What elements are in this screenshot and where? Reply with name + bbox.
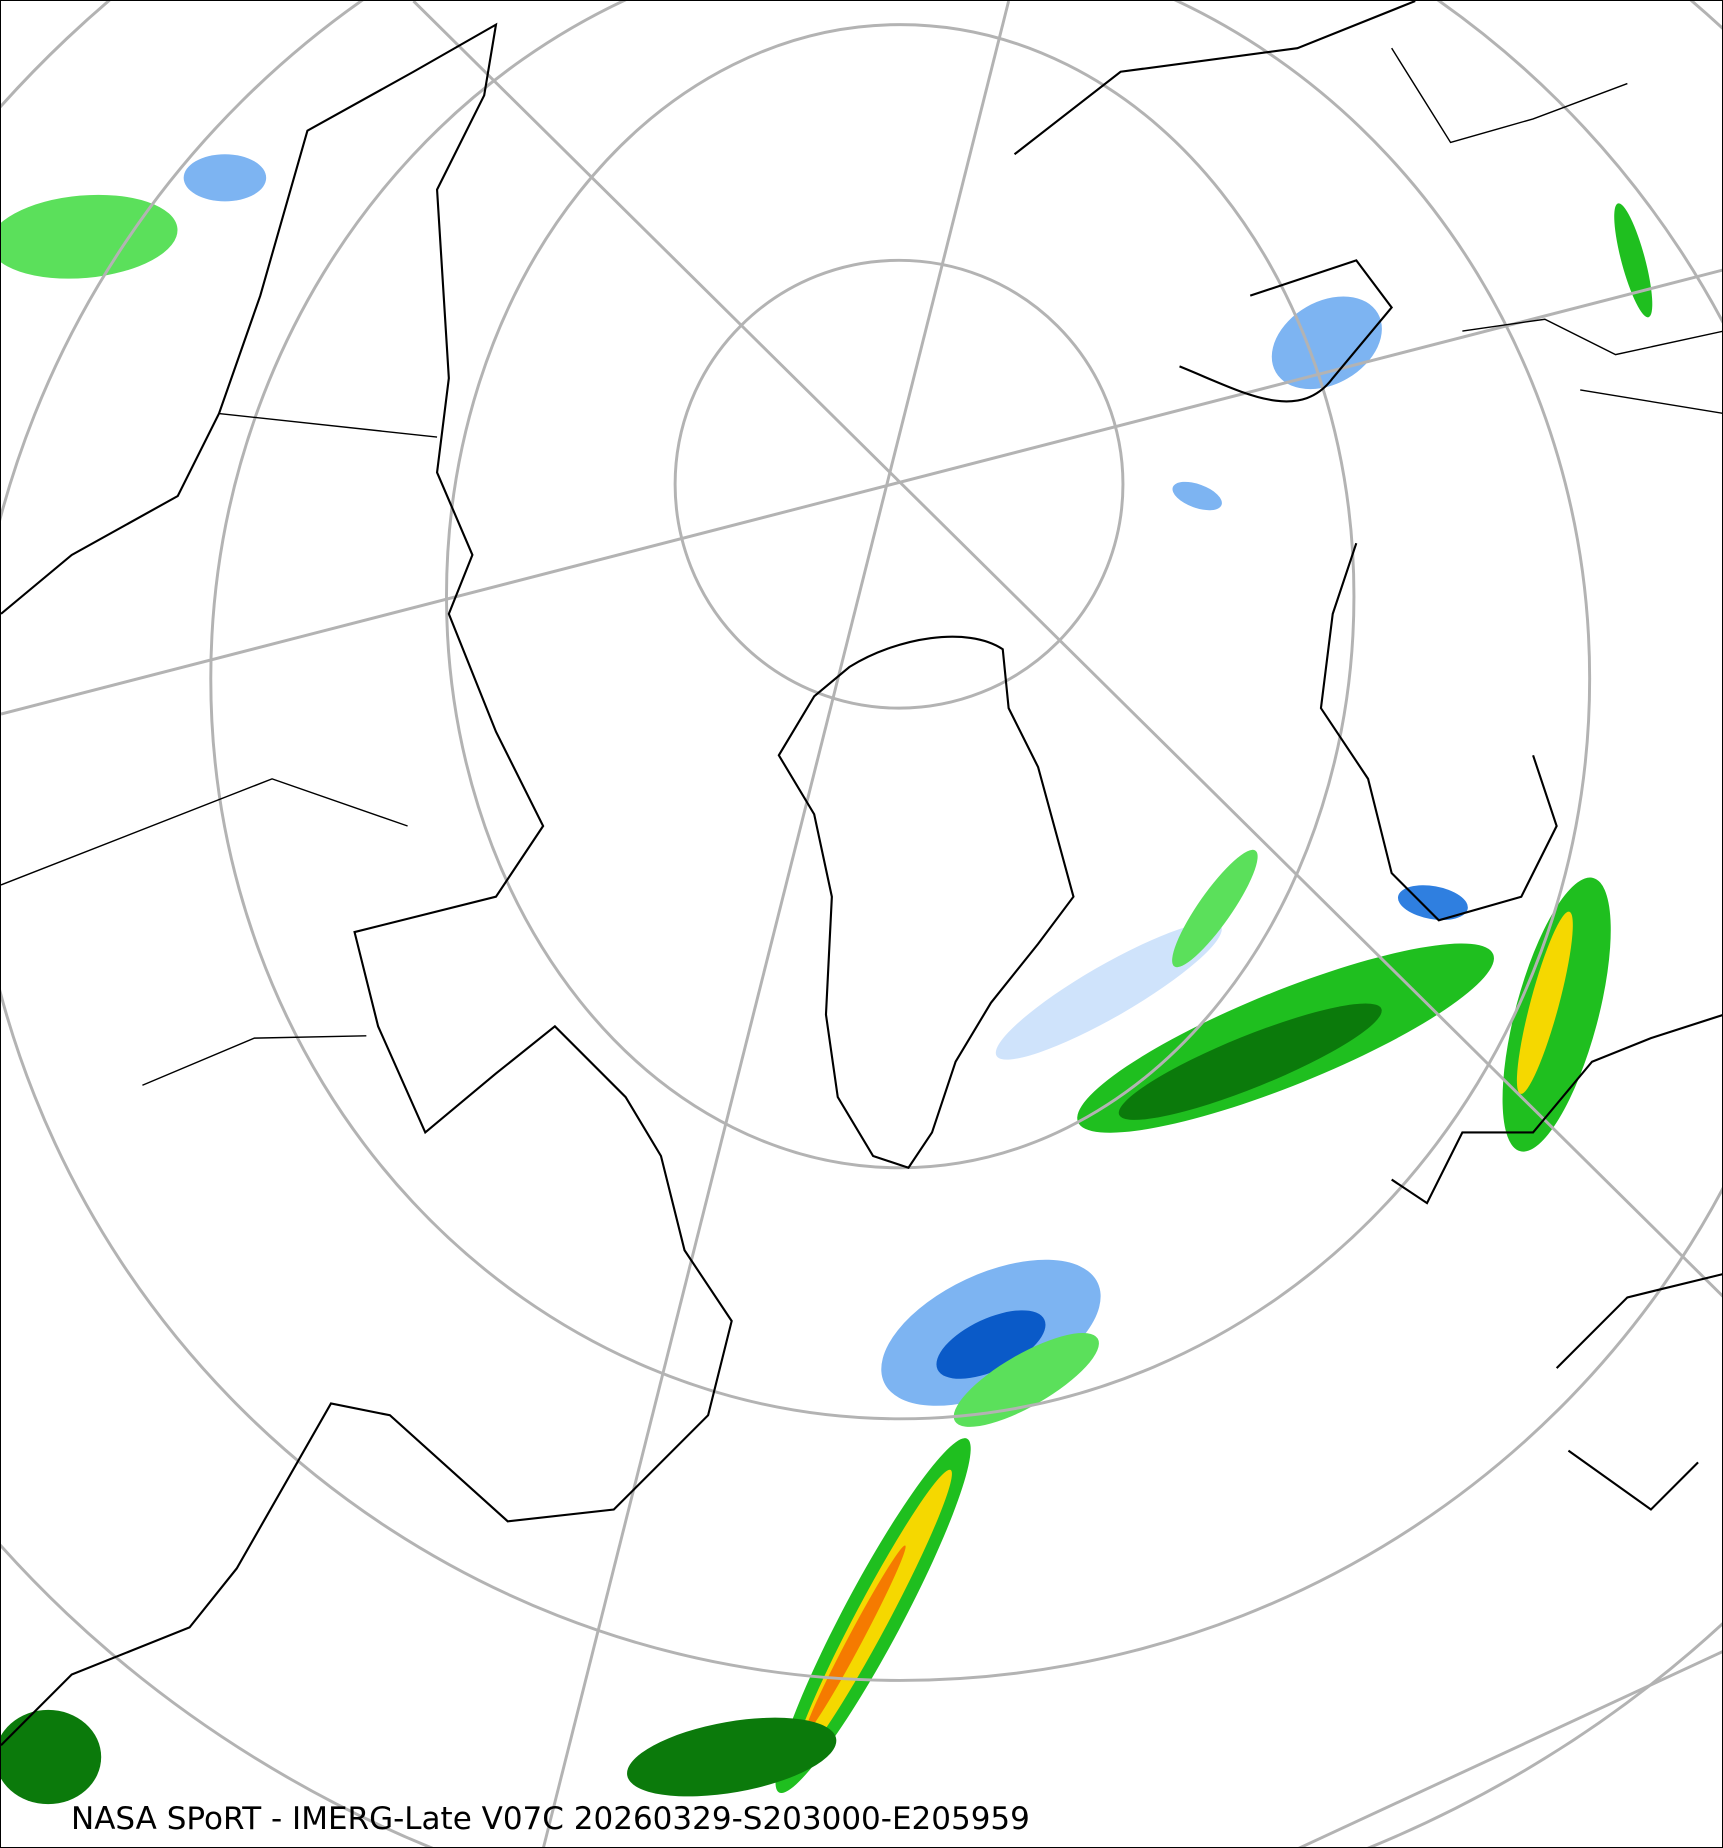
north-america-coast (1, 22, 733, 1747)
greenland-coast (777, 635, 1075, 1170)
country-borders (1, 47, 1722, 1086)
snow-area (1271, 296, 1382, 390)
latitude-circle (1, 1, 1722, 1682)
latitude-circle (673, 258, 1125, 710)
meridian (1, 268, 1722, 716)
snow-area (183, 154, 267, 202)
rain-area (1502, 877, 1611, 1152)
rain-area (953, 1332, 1099, 1427)
precipitation-layer (1, 154, 1653, 1805)
snow-area (1172, 481, 1222, 511)
meridian (542, 1, 1011, 1847)
latitude-circle (445, 23, 1356, 1170)
eurasia-coast (1013, 1, 1722, 1511)
meridian (412, 1, 1722, 1298)
snow-area (936, 1310, 1046, 1379)
meridian (1298, 1650, 1722, 1847)
rain-area (1118, 1003, 1382, 1120)
snow-area (1397, 885, 1468, 920)
rain-area (627, 1717, 837, 1797)
rain-area (1516, 911, 1573, 1094)
coastlines (1, 1, 1722, 1747)
rain-area (1172, 849, 1258, 968)
rain-area (1, 1709, 102, 1805)
map-caption: NASA SPoRT - IMERG-Late V07C 20260329-S2… (71, 1801, 1030, 1837)
latitude-circle (209, 1, 1591, 1421)
rain-area (805, 1545, 906, 1733)
rain-area (1614, 203, 1653, 318)
rain-area (1, 194, 178, 279)
snow-area (995, 922, 1222, 1060)
